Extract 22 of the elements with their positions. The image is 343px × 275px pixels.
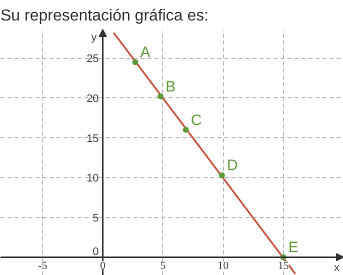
- x-tick-label: 15: [278, 260, 290, 272]
- x-tick-label: 5: [160, 260, 166, 272]
- y-axis-title: y: [91, 32, 98, 44]
- point: [158, 93, 164, 100]
- x-tick-label: 10: [218, 260, 230, 272]
- x-tick-label: -5: [38, 260, 48, 272]
- chart-title: Su representación gráfica es:: [0, 8, 209, 24]
- annotation: A: [140, 44, 150, 62]
- y-tick-label: 15: [86, 132, 99, 145]
- y-tick-label: 10: [86, 172, 99, 185]
- y-tick-label: 0: [92, 246, 99, 258]
- annotation: D: [226, 157, 238, 174]
- y-tick-label: 20: [86, 92, 99, 105]
- point: [218, 172, 225, 178]
- y-tick-label: 5: [92, 212, 99, 224]
- x-axis-title: x: [334, 262, 340, 274]
- y-tick-label: 25: [86, 53, 99, 66]
- annotation: B: [166, 78, 176, 96]
- annotation: E: [288, 239, 298, 256]
- annotation: C: [190, 112, 202, 129]
- point: [182, 126, 189, 133]
- point: [132, 59, 138, 66]
